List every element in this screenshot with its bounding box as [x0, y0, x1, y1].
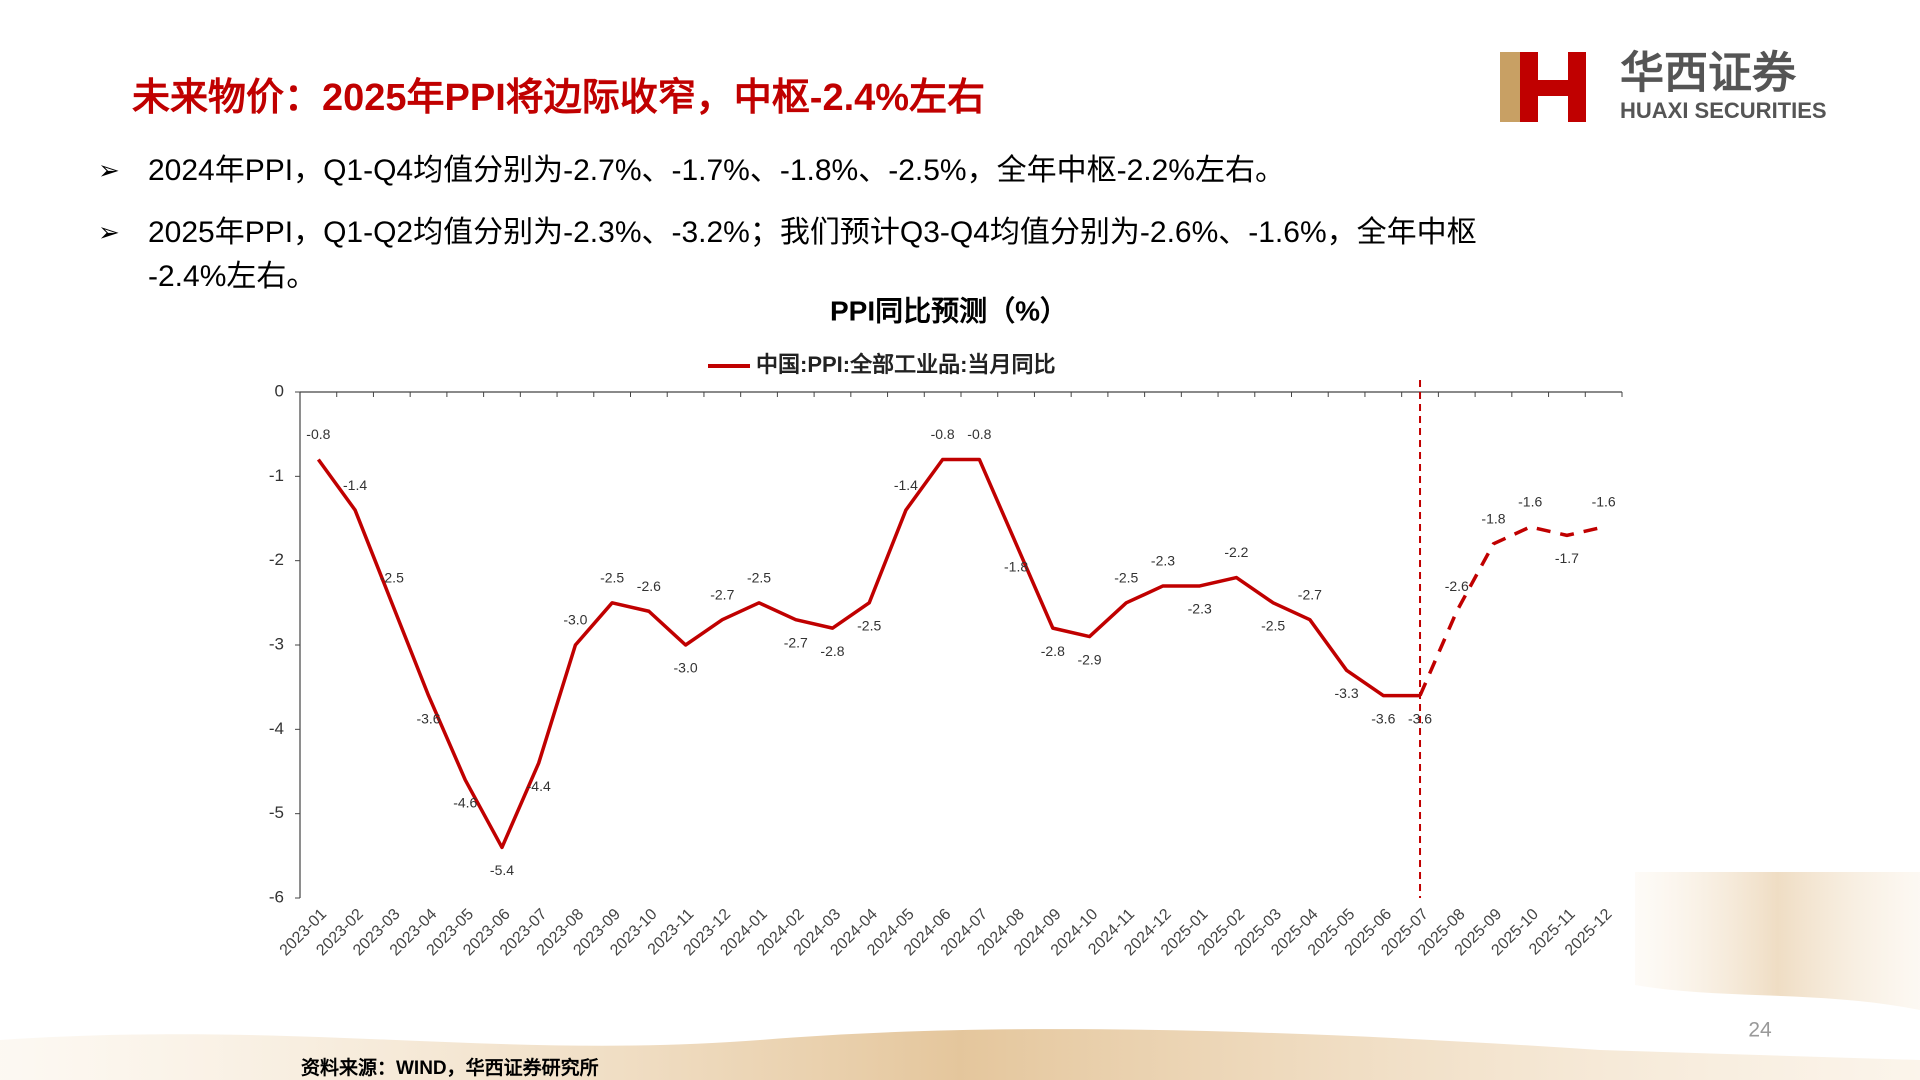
- data-label: -1.7: [1555, 550, 1579, 566]
- data-label: -3.0: [674, 660, 698, 676]
- data-label: -1.8: [1004, 559, 1028, 575]
- logo-en: HUAXI SECURITIES: [1620, 98, 1827, 123]
- data-label: -2.5: [1114, 570, 1138, 586]
- forecast-line: [1418, 525, 1605, 697]
- bullet-icon: ➢: [98, 217, 120, 247]
- y-tick-label: -3: [269, 634, 284, 653]
- data-label: -2.5: [857, 618, 881, 634]
- data-label: -5.4: [490, 862, 514, 878]
- data-label: -1.8: [1481, 511, 1505, 527]
- y-tick-label: -4: [269, 719, 284, 738]
- data-label: -3.6: [416, 710, 440, 726]
- bullet-text: 2024年PPI，Q1-Q4均值分别为-2.7%、-1.7%、-1.8%、-2.…: [148, 154, 1285, 187]
- logo-cn: 华西证券: [1620, 49, 1797, 98]
- decor-wave: [0, 1029, 1920, 1080]
- logo: 华西证券 HUAXI SECURITIES: [1500, 49, 1827, 123]
- data-label: -0.8: [306, 426, 330, 442]
- data-label: -2.9: [1077, 651, 1101, 667]
- data-label: -2.8: [1041, 643, 1065, 659]
- decor-wave: [1635, 872, 1920, 1010]
- data-label: -2.5: [747, 570, 771, 586]
- chart-title: PPI同比预测（%）: [830, 294, 1068, 326]
- slide-title: 未来物价：2025年PPI将边际收窄，中枢-2.4%左右: [132, 76, 985, 119]
- data-label: -2.5: [1261, 618, 1285, 634]
- data-label: -2.5: [600, 570, 624, 586]
- data-label: -0.8: [967, 426, 991, 442]
- data-label: -0.8: [931, 426, 955, 442]
- data-line: [316, 457, 1421, 850]
- y-tick-label: -5: [269, 803, 284, 822]
- y-tick-label: -6: [269, 887, 284, 906]
- data-label: -1.4: [343, 477, 367, 493]
- bullet-text: 2025年PPI，Q1-Q2均值分别为-2.3%、-3.2%；我们预计Q3-Q4…: [148, 216, 1477, 249]
- data-label: -2.7: [784, 634, 808, 650]
- data-label: -2.6: [1445, 578, 1469, 594]
- data-label: -2.8: [820, 643, 844, 659]
- data-label: -2.7: [710, 586, 734, 602]
- data-label: -2.3: [1151, 553, 1175, 569]
- data-label: -3.6: [1371, 710, 1395, 726]
- data-label: -1.4: [894, 477, 918, 493]
- y-tick-label: -2: [269, 550, 284, 569]
- data-label: -4.6: [453, 795, 477, 811]
- y-tick-label: 0: [275, 381, 284, 400]
- data-label: -2.3: [1188, 601, 1212, 617]
- data-label: -3.3: [1335, 685, 1359, 701]
- legend-label: 中国:PPI:全部工业品:当月同比: [756, 352, 1055, 377]
- data-label: -2.5: [380, 570, 404, 586]
- data-label: -4.4: [527, 778, 551, 794]
- data-label: -3.0: [563, 612, 587, 628]
- bullet-icon: ➢: [98, 155, 120, 185]
- data-label: -2.6: [637, 578, 661, 594]
- data-label: -3.6: [1408, 710, 1432, 726]
- bullet-text: -2.4%左右。: [148, 260, 316, 293]
- data-label: -2.2: [1224, 544, 1248, 560]
- page-number: 24: [1748, 1019, 1772, 1042]
- data-label: -1.6: [1518, 494, 1542, 510]
- source: 资料来源：WIND，华西证券研究所: [301, 1056, 599, 1079]
- data-label: -1.6: [1592, 494, 1616, 510]
- y-tick-label: -1: [269, 466, 284, 485]
- data-label: -2.7: [1298, 586, 1322, 602]
